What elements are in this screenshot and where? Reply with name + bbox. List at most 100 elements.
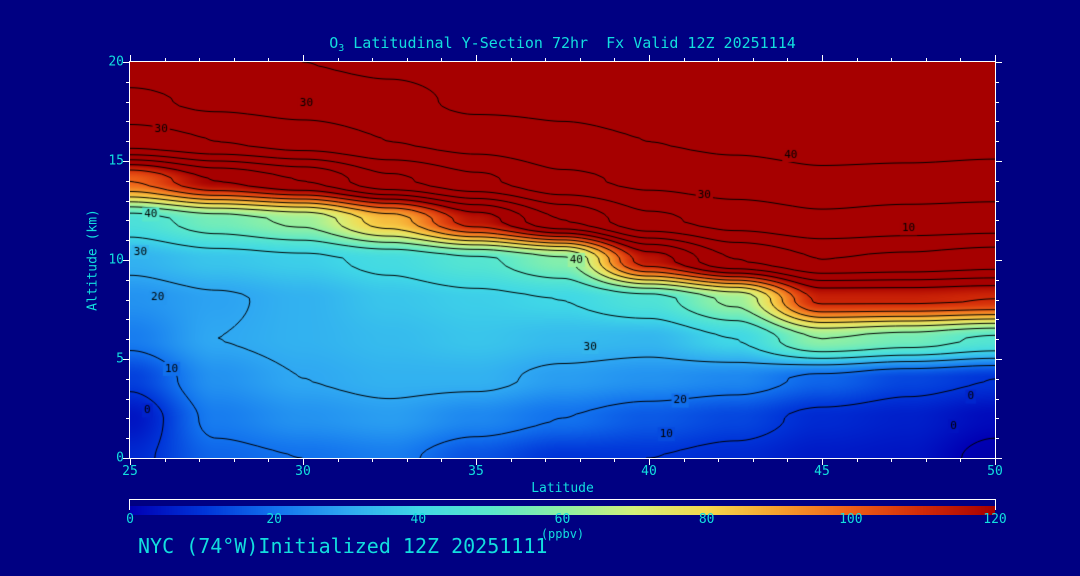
x-minor-tick <box>614 459 616 462</box>
x-minor-tick-top <box>510 58 512 61</box>
x-minor-tick-top <box>787 58 789 61</box>
x-minor-tick-top <box>406 58 408 61</box>
y-minor-tick-right <box>996 220 999 222</box>
y-minor-tick <box>126 279 129 281</box>
y-minor-tick-right <box>996 141 999 143</box>
x-major-tick-top <box>649 55 650 61</box>
x-minor-tick <box>718 459 720 462</box>
x-tick-label: 40 <box>641 464 657 479</box>
colorbar-canvas <box>130 506 995 515</box>
y-minor-tick-right <box>996 200 999 202</box>
colorbar-tick-label: 100 <box>839 512 863 527</box>
y-minor-tick-right <box>996 398 999 400</box>
colorbar-tick-label: 0 <box>126 512 134 527</box>
y-tick-label: 20 <box>108 54 124 70</box>
y-minor-tick-right <box>996 240 999 242</box>
colorbar-tick-label: 20 <box>266 512 282 527</box>
x-minor-tick <box>268 459 270 462</box>
y-minor-tick <box>126 240 129 242</box>
y-minor-tick <box>126 101 129 103</box>
y-minor-tick <box>126 319 129 321</box>
x-minor-tick <box>960 459 962 462</box>
y-major-tick <box>123 458 129 459</box>
x-major-tick <box>995 459 996 465</box>
x-major-tick-top <box>822 55 823 61</box>
y-minor-tick-right <box>996 438 999 440</box>
x-minor-tick-top <box>233 58 235 61</box>
y-minor-tick-right <box>996 180 999 182</box>
y-major-tick <box>123 260 129 261</box>
colorbar-tick-label: 40 <box>410 512 427 527</box>
x-minor-tick-top <box>891 58 893 61</box>
y-minor-tick <box>126 418 129 420</box>
chart-title-subscript: 3 <box>338 43 345 54</box>
y-major-tick-right <box>996 458 1002 459</box>
y-minor-tick-right <box>996 339 999 341</box>
y-minor-tick <box>126 438 129 440</box>
x-minor-tick-top <box>337 58 339 61</box>
y-minor-tick <box>126 378 129 380</box>
x-major-tick-top <box>476 55 477 61</box>
y-minor-tick-right <box>996 81 999 83</box>
x-minor-tick-top <box>545 58 547 61</box>
chart-title-species: O <box>329 34 339 52</box>
x-minor-tick <box>406 459 408 462</box>
x-minor-tick <box>579 459 581 462</box>
y-tick-label: 15 <box>108 153 124 169</box>
contour-plot-canvas <box>130 62 995 458</box>
x-tick-label: 45 <box>814 464 830 479</box>
x-minor-tick-top <box>268 58 270 61</box>
y-major-tick-right <box>996 260 1002 261</box>
y-minor-tick-right <box>996 101 999 103</box>
x-major-tick-top <box>130 55 131 61</box>
x-minor-tick-top <box>164 58 166 61</box>
y-tick-label: 10 <box>108 252 124 268</box>
x-minor-tick <box>199 459 201 462</box>
x-major-tick <box>822 459 823 465</box>
x-minor-tick <box>925 459 927 462</box>
x-minor-tick <box>545 459 547 462</box>
x-minor-tick-top <box>683 58 685 61</box>
x-tick-label: 50 <box>987 464 1003 479</box>
colorbar-tick-label: 120 <box>983 512 1007 527</box>
x-major-tick-top <box>995 55 996 61</box>
x-major-tick <box>476 459 477 465</box>
y-minor-tick <box>126 121 129 123</box>
y-major-tick-right <box>996 161 1002 162</box>
x-minor-tick-top <box>752 58 754 61</box>
x-minor-tick-top <box>614 58 616 61</box>
x-minor-tick <box>441 459 443 462</box>
chart-title-text: Latitudinal Y-Section 72hr Fx Valid 12Z … <box>344 34 796 52</box>
x-minor-tick <box>856 459 858 462</box>
x-tick-label: 35 <box>468 464 484 479</box>
x-minor-tick-top <box>441 58 443 61</box>
colorbar-tick-label: 60 <box>554 512 571 527</box>
x-minor-tick-top <box>856 58 858 61</box>
x-minor-tick-top <box>372 58 374 61</box>
y-major-tick-right <box>996 359 1002 360</box>
y-minor-tick <box>126 398 129 400</box>
x-major-tick <box>130 459 131 465</box>
x-minor-tick <box>337 459 339 462</box>
x-minor-tick <box>891 459 893 462</box>
plot-frame <box>129 61 996 459</box>
colorbar-units-label: (ppbv) <box>540 527 585 541</box>
x-tick-label: 25 <box>122 464 138 479</box>
y-minor-tick-right <box>996 319 999 321</box>
y-minor-tick <box>126 81 129 83</box>
x-minor-tick <box>372 459 374 462</box>
x-major-tick-top <box>303 55 304 61</box>
y-minor-tick <box>126 299 129 301</box>
x-minor-tick-top <box>925 58 927 61</box>
y-minor-tick-right <box>996 121 999 123</box>
y-major-tick <box>123 62 129 63</box>
x-major-tick <box>303 459 304 465</box>
y-minor-tick-right <box>996 299 999 301</box>
x-minor-tick-top <box>960 58 962 61</box>
y-minor-tick-right <box>996 418 999 420</box>
x-minor-tick <box>164 459 166 462</box>
y-major-tick <box>123 359 129 360</box>
y-minor-tick <box>126 141 129 143</box>
y-minor-tick <box>126 220 129 222</box>
